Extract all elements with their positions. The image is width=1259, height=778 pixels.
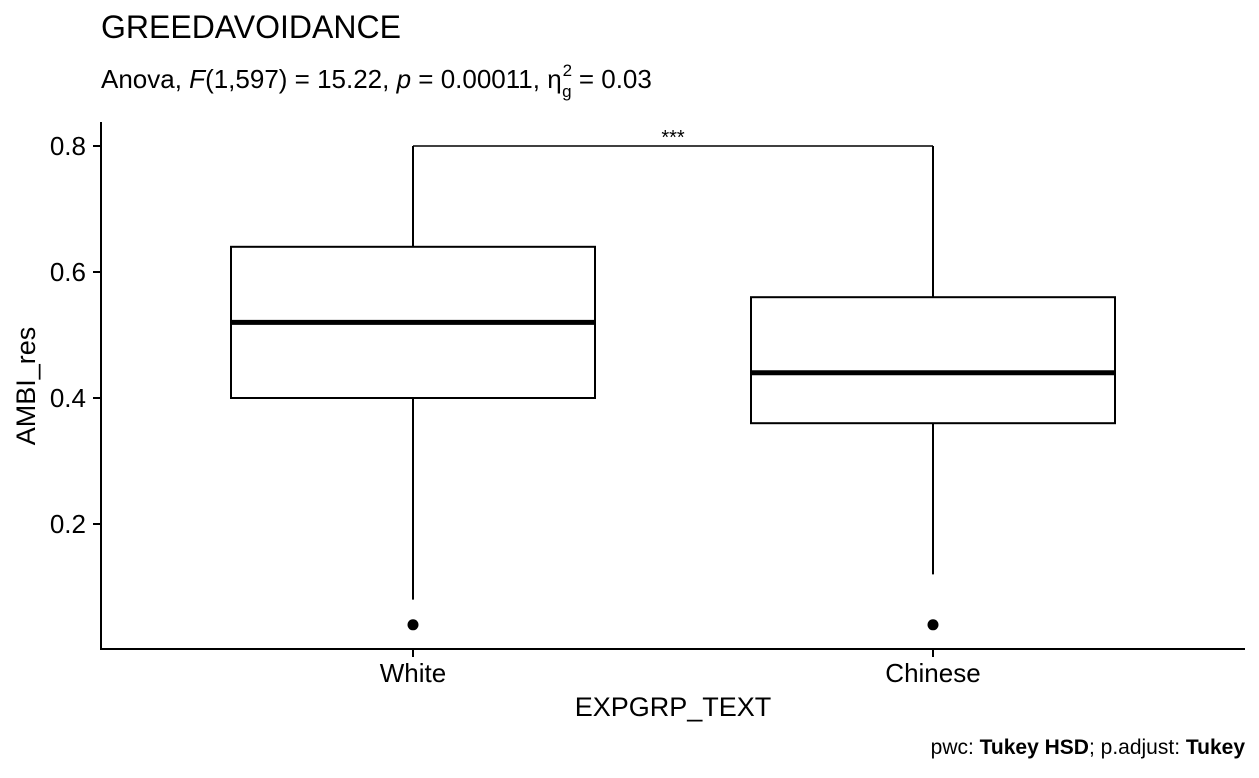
subtitle-f-symbol: F — [189, 64, 207, 94]
chart-title: GREEDAVOIDANCE — [101, 9, 401, 45]
subtitle-eta-symbol: η — [547, 64, 561, 94]
y-tick-label: 0.4 — [50, 383, 86, 413]
x-axis-ticks: White Chinese — [380, 649, 981, 688]
chart-caption: pwc: Tukey HSD; p.adjust: Tukey — [931, 736, 1246, 759]
caption-adjust-label: ; p.adjust: — [1089, 736, 1186, 759]
y-tick-label: 0.6 — [50, 257, 86, 287]
x-tick-label: Chinese — [885, 658, 980, 688]
x-axis-label: EXPGRP_TEXT — [575, 692, 772, 722]
outlier-point — [407, 619, 419, 631]
box-iqr — [750, 296, 1116, 425]
subtitle-f-args: (1,597) = 15.22, — [205, 64, 397, 94]
caption-adjust-method: Tukey — [1186, 736, 1245, 759]
subtitle-eta-subscript: g — [562, 82, 571, 101]
y-tick-label: 0.2 — [50, 509, 86, 539]
subtitle-eta-superscript: 2 — [563, 61, 572, 80]
caption-pwc-method: Tukey HSD — [980, 736, 1089, 759]
x-tick-label: White — [380, 658, 446, 688]
y-axis-label: AMBI_res — [11, 327, 41, 446]
subtitle-prefix: Anova, — [101, 64, 189, 94]
caption-pwc-label: pwc: — [931, 736, 980, 759]
outlier-point — [927, 619, 939, 631]
significance-bracket: *** — [412, 127, 934, 152]
significance-label: *** — [661, 127, 685, 149]
chart-subtitle: Anova, F(1,597) = 15.22, p = 0.00011, η2… — [101, 61, 652, 101]
subtitle-eta-value: = 0.03 — [572, 64, 652, 94]
y-axis-ticks: 0.2 0.4 0.6 0.8 — [50, 131, 101, 539]
y-tick-label: 0.8 — [50, 131, 86, 161]
subtitle-p-symbol: p — [396, 64, 411, 94]
subtitle-p-value: = 0.00011, — [411, 64, 547, 94]
box-marks — [230, 146, 1116, 631]
